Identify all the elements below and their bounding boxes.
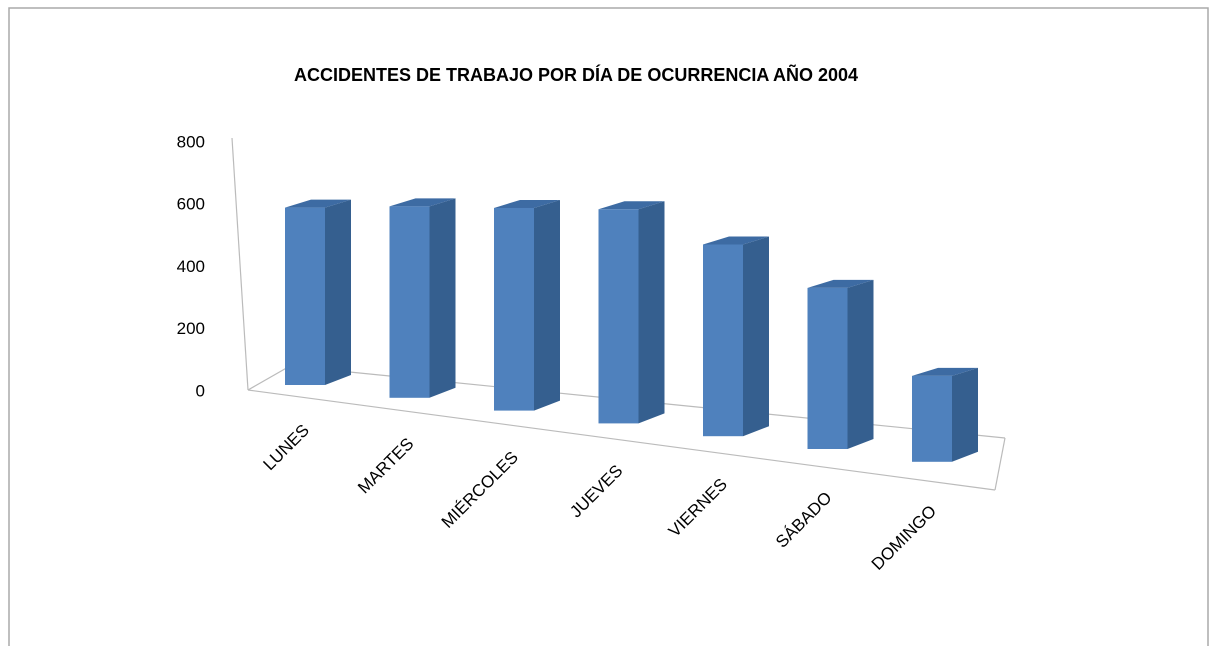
bar-side [952,367,978,462]
floor-left [247,365,291,391]
bar-top [285,199,351,208]
y-tick-label: 800 [177,132,205,151]
chart-title: ACCIDENTES DE TRABAJO POR DÍA DE OCURREN… [294,64,858,85]
floor-right [994,437,1006,491]
bar [703,244,743,437]
x-tick-label: LUNES [259,421,313,475]
y-tick-label: 200 [177,319,205,338]
bar-side [743,236,769,437]
chart-border [8,7,1209,646]
bar-top [703,236,769,245]
floor-front [247,389,996,491]
y-tick-label: 400 [177,257,205,276]
bar-top [912,367,978,376]
x-tick-label: MARTES [354,434,417,497]
y-tick-label: 600 [177,195,205,214]
bar-side [429,198,456,398]
bar [285,207,325,385]
bar [389,206,430,398]
bar-top [494,199,560,208]
x-tick-label: MIÉRCOLES [438,448,522,532]
bar-top [807,279,874,288]
bar [598,209,639,424]
x-tick-label: DOMINGO [868,502,940,574]
bar-top [598,201,665,210]
y-tick-label: 0 [196,381,205,400]
bar-side [638,201,665,424]
bar-side [325,199,351,385]
bar [494,207,534,411]
y-axis [231,137,249,391]
bar [807,287,848,449]
x-tick-label: VIERNES [665,475,731,541]
x-tick-label: JUEVES [566,461,626,521]
bar-side [847,279,874,449]
x-tick-label: SÁBADO [772,488,836,552]
bar-top [389,198,456,207]
bar [912,375,952,462]
bar-side [534,199,560,411]
